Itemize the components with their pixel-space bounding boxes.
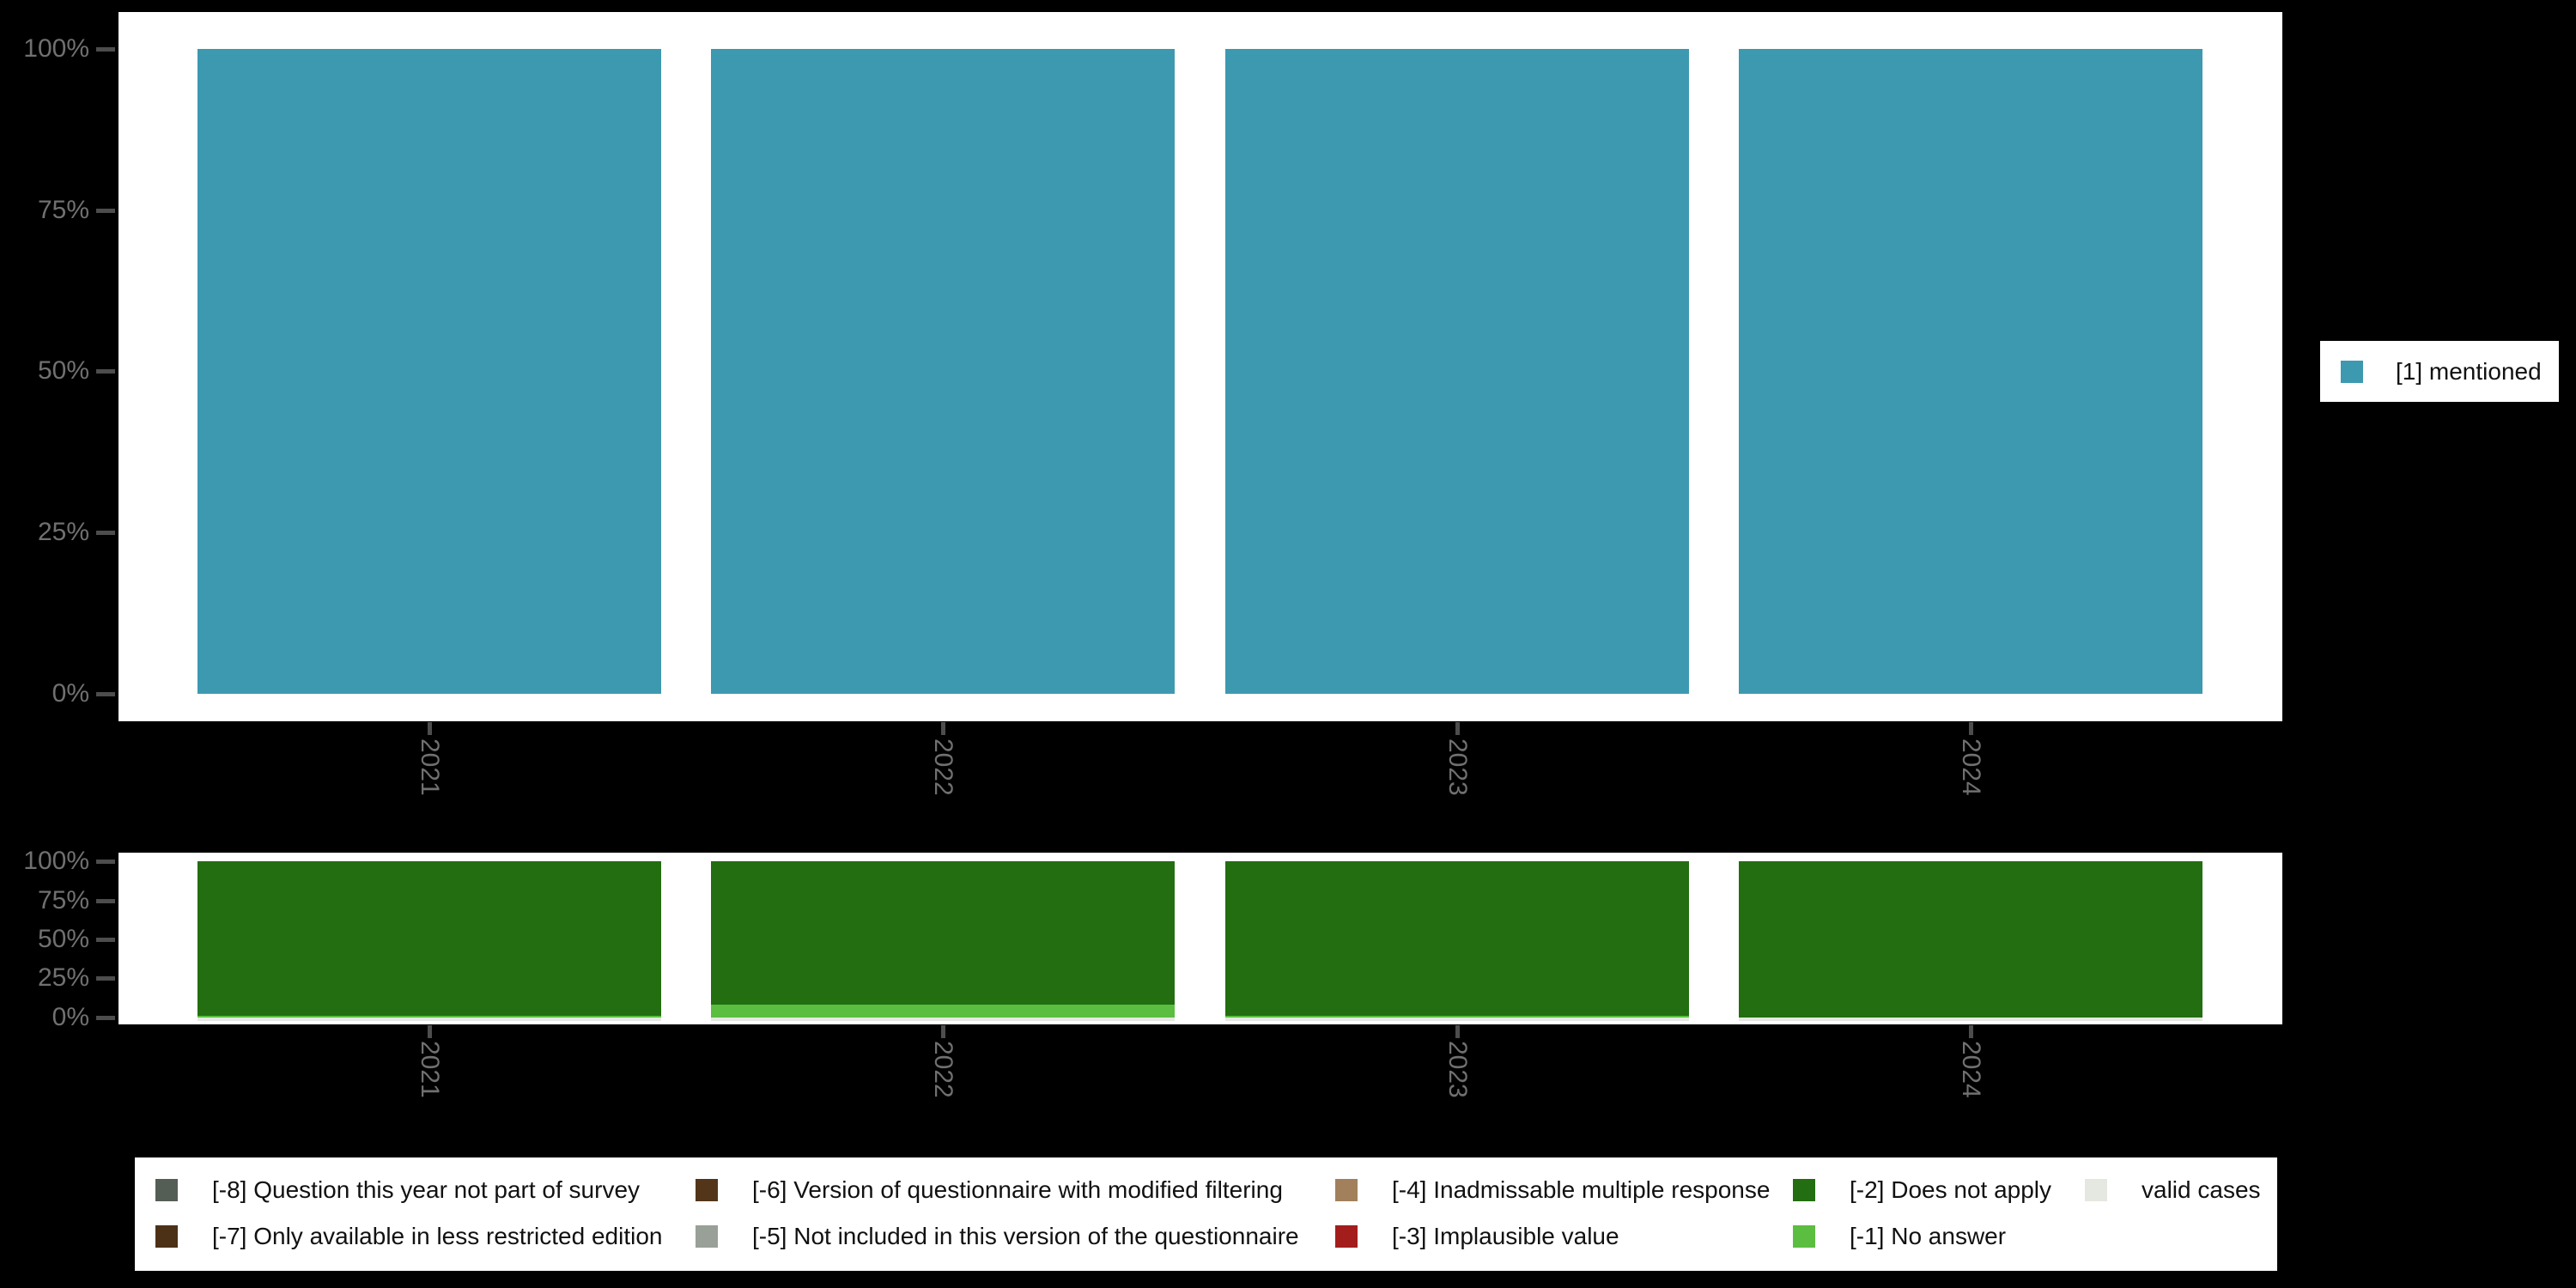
y-tick-mark [96,209,115,213]
y-tick-mark [96,531,115,535]
legend-swatch [1793,1225,1815,1248]
valid-responses-plot-panel [118,12,2282,721]
legend-swatch [1335,1225,1358,1248]
bar-baseline-strip [1225,1017,1689,1021]
bar-segment [1225,49,1689,694]
bar-segment [1739,861,2202,1018]
y-tick-mark [96,692,115,696]
y-tick-label: 100% [23,34,89,63]
y-tick-label: 100% [23,847,89,875]
x-tick-label-2024: 2024 [1957,1041,1985,1098]
bar-segment [197,861,661,1017]
legend-item-label: [-1] No answer [1850,1223,2007,1249]
missing-values-legend: [-8] Question this year not part of surv… [135,1157,2277,1271]
bar-segment [711,861,1175,1005]
legend-item-label: [-8] Question this year not part of surv… [212,1176,641,1203]
bar-baseline-strip [711,1017,1175,1021]
x-tick-label-2021: 2021 [416,738,444,796]
x-tick-label-2022: 2022 [929,738,957,796]
legend-item-label: [-2] Does not apply [1850,1176,2052,1203]
legend-swatch [696,1179,718,1201]
legend-item: [-3] Implausible value [1335,1223,1619,1249]
x-tick-label-2023: 2023 [1443,738,1472,796]
legend-swatch [1793,1179,1815,1201]
mentioned-legend-label: [1] mentioned [2396,357,2542,385]
y-tick-label: 25% [37,518,89,546]
y-tick-label: 75% [37,886,89,914]
bar-2022 [711,49,1175,694]
x-tick-mark [1969,1025,1973,1038]
x-tick-mark [428,1025,432,1038]
x-tick-mark [941,722,945,735]
legend-item: [-2] Does not apply [1793,1176,2052,1203]
x-tick-mark [1455,722,1460,735]
legend-swatch [696,1225,718,1248]
bar-2024 [1739,861,2202,1021]
bar-segment [711,49,1175,694]
legend-item-label: [-5] Not included in this version of the… [752,1223,1299,1249]
legend-item: [-8] Question this year not part of surv… [155,1176,641,1203]
y-tick-mark [96,976,115,981]
bar-segment [197,1016,661,1018]
legend-swatch [155,1179,178,1201]
y-tick-label: 75% [37,196,89,224]
legend-item: [-1] No answer [1793,1223,2007,1249]
y-tick-label: 0% [52,1003,89,1031]
legend-item: [-7] Only available in less restricted e… [155,1223,663,1249]
x-tick-mark [428,722,432,735]
bar-segment [1225,1016,1689,1018]
legend-swatch [155,1225,178,1248]
legend-swatch [2085,1179,2107,1201]
bar-baseline-strip [1739,1018,2202,1021]
legend-item-label: [-4] Inadmissable multiple response [1392,1176,1771,1203]
y-tick-mark [96,860,115,864]
y-tick-mark [96,1016,115,1020]
bar-2021 [197,861,661,1021]
y-tick-mark [96,938,115,942]
x-tick-label-2021: 2021 [416,1041,444,1098]
y-tick-label: 50% [37,925,89,953]
bar-2021 [197,49,661,694]
x-tick-mark [1455,1025,1460,1038]
mentioned-legend-swatch [2341,360,2363,383]
bar-2024 [1739,49,2202,694]
legend-item: [-4] Inadmissable multiple response [1335,1176,1771,1203]
bar-2023 [1225,49,1689,694]
x-tick-label-2024: 2024 [1957,738,1985,796]
legend-item: [-5] Not included in this version of the… [696,1223,1299,1249]
bar-2022 [711,861,1175,1021]
bar-2023 [1225,861,1689,1021]
bar-segment [1225,861,1689,1017]
y-tick-label: 25% [37,963,89,992]
legend-item-label: [-6] Version of questionnaire with modif… [752,1176,1283,1203]
x-tick-mark [1969,722,1973,735]
legend-item-label: [-3] Implausible value [1392,1223,1619,1249]
legend-item: [-6] Version of questionnaire with modif… [696,1176,1283,1203]
y-tick-label: 50% [37,356,89,385]
x-tick-label-2022: 2022 [929,1041,957,1098]
legend-item: valid cases [2085,1176,2261,1203]
missing-values-plot-panel [118,853,2282,1024]
y-tick-label: 0% [52,679,89,708]
bar-baseline-strip [197,1017,661,1021]
mentioned-legend: [1] mentioned [2320,341,2559,402]
y-tick-mark [96,47,115,52]
y-tick-mark [96,899,115,903]
bar-segment [197,49,661,694]
y-tick-mark [96,369,115,374]
legend-item-label: [-7] Only available in less restricted e… [212,1223,663,1249]
legend-swatch [1335,1179,1358,1201]
bar-segment [1739,49,2202,694]
bar-segment [711,1005,1175,1018]
x-tick-mark [941,1025,945,1038]
legend-item-label: valid cases [2142,1176,2261,1203]
x-tick-label-2023: 2023 [1443,1041,1472,1098]
